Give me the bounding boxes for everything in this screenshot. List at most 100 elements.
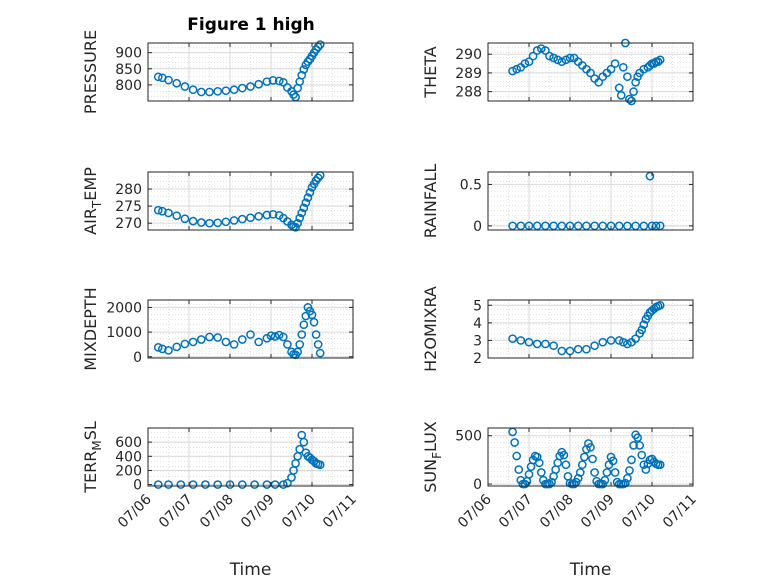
data-point — [532, 221, 542, 231]
x-tick-label: 07/09 — [578, 492, 618, 532]
data-point — [516, 221, 526, 231]
data-point — [299, 437, 309, 447]
data-point — [237, 480, 247, 489]
data-point — [309, 317, 319, 327]
data-point — [549, 341, 558, 351]
y-tick-label: 280 — [115, 182, 142, 198]
y-tick-label: 1000 — [106, 325, 142, 341]
y-axis-label: TERRMSL — [81, 421, 104, 494]
data-point — [573, 221, 583, 231]
data-point — [586, 68, 595, 78]
data-point — [299, 203, 309, 213]
data-point — [274, 76, 284, 86]
data-point — [172, 78, 182, 88]
data-point — [516, 336, 526, 345]
data-point — [180, 82, 190, 91]
data-point — [180, 339, 190, 349]
data-point — [645, 61, 655, 70]
y-tick-label: 288 — [455, 85, 482, 101]
data-point — [621, 478, 630, 488]
axes-box — [487, 42, 694, 102]
subplot-sun_flux: 0 500 SUNFLUX 07/06 07/07 07/08 07/09 07/10 07/1… — [421, 421, 700, 580]
data-point — [315, 460, 325, 470]
axes-box — [487, 427, 694, 487]
y-tick-label: 4 — [473, 316, 482, 332]
data-point — [221, 337, 231, 347]
y-axis-label: MIXDEPTH — [81, 287, 100, 370]
data-point — [649, 59, 659, 68]
data-point — [577, 460, 587, 470]
data-point — [616, 91, 626, 100]
data-point — [301, 198, 311, 208]
x-tick-label: 07/08 — [197, 492, 237, 532]
subplot-theta: 288 289 290 THETA — [421, 38, 694, 106]
data-point — [639, 221, 649, 231]
data-point — [561, 460, 571, 470]
data-point — [598, 337, 608, 347]
data-point — [610, 59, 620, 68]
data-point — [559, 450, 569, 460]
y-tick-label: 275 — [115, 199, 142, 215]
x-tick-label: 07/10 — [619, 492, 659, 532]
data-point — [268, 76, 278, 85]
data-point — [196, 335, 206, 344]
data-point — [639, 460, 649, 470]
y-axis-label: THETA — [421, 46, 440, 98]
subplot-mixdepth: 0 1000 2000 MIXDEPTH — [81, 287, 354, 371]
data-point — [594, 77, 604, 87]
data-point — [618, 337, 628, 347]
data-point — [315, 348, 325, 358]
data-point — [213, 218, 223, 228]
y-tick-label: 2 — [473, 351, 482, 367]
axes-box — [487, 171, 694, 231]
data-point — [283, 478, 292, 488]
y-tick-label: 5 — [473, 298, 482, 314]
y-tick-label: 400 — [115, 449, 142, 465]
y-axis-label: AIRTEMP — [81, 167, 104, 235]
data-point — [614, 336, 624, 345]
data-point — [225, 480, 235, 489]
data-point — [614, 221, 624, 231]
data-point — [291, 459, 300, 468]
data-point — [618, 62, 628, 72]
data-point — [590, 341, 599, 351]
data-point — [610, 468, 620, 477]
data-point — [580, 452, 589, 462]
data-point — [541, 46, 550, 55]
data-point — [254, 79, 264, 89]
data-point — [305, 188, 315, 197]
data-point — [588, 454, 597, 464]
data-point — [549, 53, 558, 63]
data-point — [508, 427, 517, 437]
data-point — [541, 221, 550, 231]
data-point — [250, 480, 259, 489]
data-point — [172, 211, 182, 221]
x-axis-label: Time — [229, 560, 272, 580]
data-point — [600, 475, 610, 485]
data-point — [287, 473, 296, 482]
data-point — [575, 468, 585, 477]
data-point — [246, 213, 255, 223]
y-tick-label: 500 — [455, 429, 482, 445]
data-point — [262, 77, 272, 87]
data-point — [213, 480, 223, 489]
data-point — [623, 473, 632, 483]
data-point — [270, 332, 280, 341]
data-point — [655, 300, 665, 310]
axes-box — [147, 171, 354, 231]
data-point — [205, 218, 214, 228]
y-tick-label: 289 — [455, 66, 482, 82]
data-point — [295, 340, 305, 349]
data-point — [602, 468, 612, 477]
data-point — [557, 221, 567, 231]
data-point — [561, 55, 571, 65]
data-point — [545, 51, 554, 61]
data-point — [573, 344, 583, 354]
data-point — [315, 40, 325, 49]
y-tick-label: 0 — [133, 478, 142, 494]
data-point — [299, 65, 309, 74]
data-point — [637, 325, 647, 335]
data-point — [557, 57, 567, 67]
